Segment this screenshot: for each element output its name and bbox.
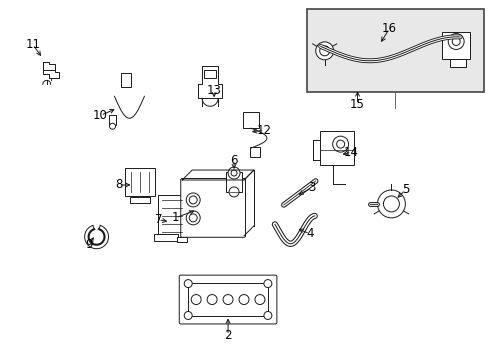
Text: 12: 12 bbox=[256, 124, 271, 137]
Circle shape bbox=[315, 42, 333, 60]
Circle shape bbox=[227, 167, 240, 179]
Circle shape bbox=[184, 280, 192, 288]
Circle shape bbox=[186, 193, 200, 207]
Circle shape bbox=[264, 280, 271, 288]
Circle shape bbox=[264, 311, 271, 319]
Bar bbox=[158, 195, 186, 237]
Circle shape bbox=[239, 294, 248, 305]
Circle shape bbox=[189, 196, 197, 204]
Circle shape bbox=[377, 190, 405, 218]
Circle shape bbox=[230, 170, 237, 176]
Circle shape bbox=[451, 37, 459, 45]
Bar bbox=[225, 172, 242, 192]
Text: 13: 13 bbox=[206, 84, 221, 97]
Text: 5: 5 bbox=[401, 184, 408, 197]
Text: 7: 7 bbox=[154, 213, 162, 226]
Circle shape bbox=[336, 140, 344, 148]
Text: 4: 4 bbox=[305, 227, 313, 240]
FancyBboxPatch shape bbox=[179, 275, 276, 324]
Circle shape bbox=[254, 294, 264, 305]
Bar bbox=[154, 234, 178, 241]
Circle shape bbox=[223, 294, 233, 305]
Text: 11: 11 bbox=[25, 38, 40, 51]
Circle shape bbox=[109, 123, 115, 129]
Bar bbox=[125, 168, 155, 196]
Text: 15: 15 bbox=[349, 98, 364, 111]
Circle shape bbox=[189, 214, 197, 222]
Circle shape bbox=[207, 294, 217, 305]
Text: 2: 2 bbox=[224, 329, 231, 342]
Circle shape bbox=[228, 187, 239, 197]
Bar bbox=[306, 9, 483, 92]
Circle shape bbox=[186, 211, 200, 225]
Text: 8: 8 bbox=[115, 179, 122, 192]
Circle shape bbox=[319, 46, 329, 56]
Circle shape bbox=[191, 294, 201, 305]
Bar bbox=[243, 112, 259, 128]
Bar bbox=[108, 115, 116, 125]
Bar bbox=[449, 59, 465, 67]
Bar bbox=[130, 197, 150, 203]
Text: 9: 9 bbox=[85, 238, 92, 251]
Circle shape bbox=[332, 136, 348, 152]
Text: 1: 1 bbox=[171, 211, 179, 224]
Text: 6: 6 bbox=[230, 154, 237, 167]
Bar bbox=[121, 73, 131, 87]
FancyBboxPatch shape bbox=[181, 179, 245, 237]
Circle shape bbox=[383, 196, 399, 212]
Bar bbox=[441, 32, 469, 59]
Text: 3: 3 bbox=[307, 181, 315, 194]
Circle shape bbox=[184, 311, 192, 319]
Bar bbox=[319, 131, 353, 165]
Bar bbox=[203, 71, 216, 78]
Text: 14: 14 bbox=[344, 145, 358, 159]
Bar bbox=[177, 237, 187, 242]
Text: 16: 16 bbox=[381, 22, 396, 35]
Circle shape bbox=[447, 33, 463, 49]
Bar bbox=[188, 283, 267, 316]
Text: 10: 10 bbox=[93, 109, 108, 122]
Bar bbox=[249, 147, 260, 157]
